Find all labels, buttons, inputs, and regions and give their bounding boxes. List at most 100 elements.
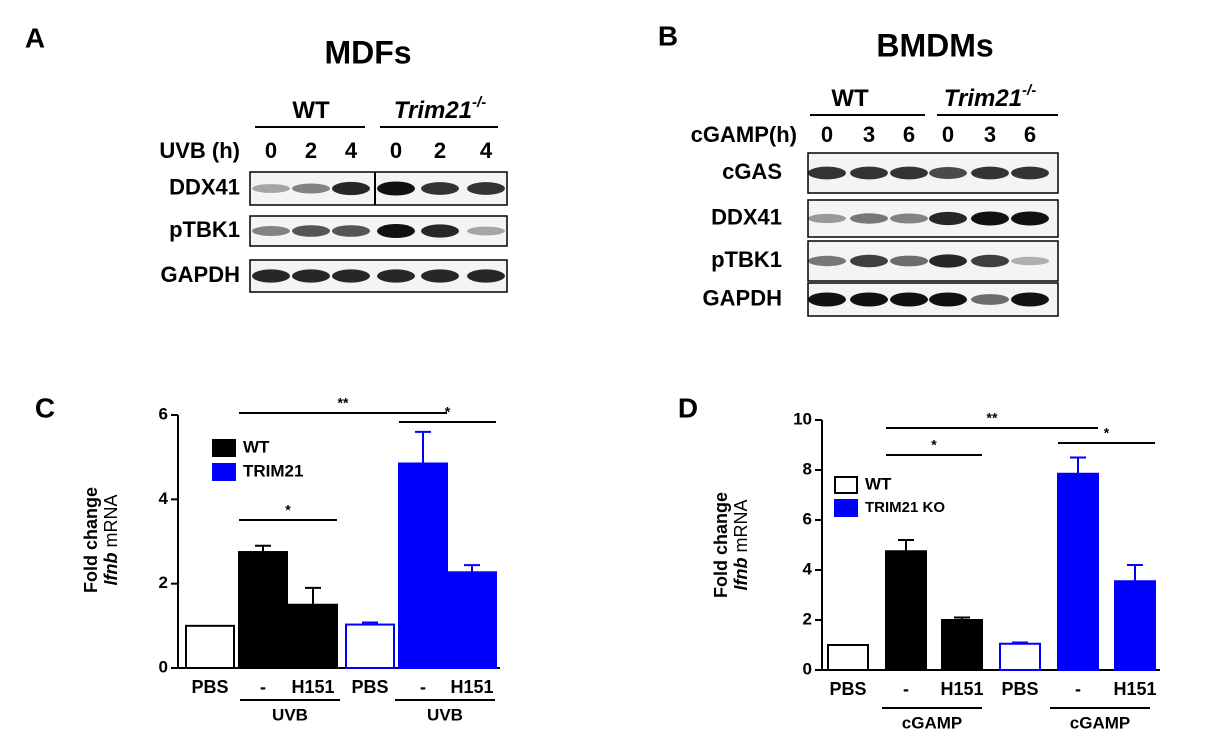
- band: [850, 213, 888, 224]
- band: [890, 213, 928, 224]
- band: [467, 226, 505, 236]
- time-point: 0: [821, 122, 833, 147]
- y-tick-label: 6: [803, 509, 812, 528]
- bar: [288, 603, 338, 669]
- unit: mRNA: [101, 494, 121, 547]
- group-label: cGAMP: [902, 713, 962, 732]
- band: [971, 211, 1009, 226]
- genotype-name: Trim21: [394, 97, 472, 124]
- band: [929, 254, 967, 268]
- time-point: 6: [1024, 122, 1036, 147]
- x-tick-label: H151: [940, 679, 983, 699]
- band: [377, 181, 415, 196]
- error-bar: [1070, 456, 1086, 474]
- time-point: 3: [984, 122, 996, 147]
- band: [332, 269, 370, 283]
- gene-name: Ifnb: [101, 553, 121, 586]
- time-point: 4: [480, 138, 493, 163]
- row-label: GAPDH: [703, 285, 782, 310]
- y-axis-label: Fold change: [711, 492, 731, 598]
- significance-label: *: [445, 404, 451, 420]
- bar: [999, 642, 1041, 671]
- legend-label: WT: [243, 437, 270, 456]
- significance-label: **: [987, 410, 998, 426]
- band: [971, 166, 1009, 180]
- time-point: 4: [345, 138, 358, 163]
- y-tick-label: 6: [159, 404, 168, 423]
- panel-letter: D: [678, 392, 698, 423]
- genotype-label: Trim21-/-: [944, 82, 1036, 112]
- panel-letter: B: [658, 20, 678, 51]
- band: [971, 294, 1009, 305]
- band: [377, 269, 415, 283]
- row-label: pTBK1: [169, 217, 240, 242]
- x-tick-label: -: [1075, 679, 1081, 699]
- bar: [885, 550, 927, 671]
- time-label: cGAMP(h): [691, 122, 797, 147]
- y-tick-label: 2: [803, 609, 812, 628]
- legend-label: WT: [865, 474, 892, 493]
- group-label: cGAMP: [1070, 713, 1130, 732]
- band: [850, 166, 888, 180]
- panel-title: MDFs: [324, 34, 411, 70]
- bar: [827, 644, 869, 671]
- band: [890, 166, 928, 180]
- x-tick-label: H151: [450, 677, 493, 697]
- genotype-name: WT: [831, 85, 869, 112]
- bar: [1057, 472, 1099, 671]
- time-point: 0: [390, 138, 402, 163]
- band: [808, 166, 846, 180]
- band: [421, 269, 459, 283]
- y-tick-label: 10: [793, 409, 812, 428]
- x-tick-label: -: [903, 679, 909, 699]
- band: [292, 269, 330, 283]
- time-point: 2: [305, 138, 317, 163]
- band: [421, 224, 459, 238]
- group-label: UVB: [272, 705, 308, 724]
- bar: [1114, 580, 1156, 671]
- band: [971, 254, 1009, 268]
- time-point: 2: [434, 138, 446, 163]
- error-bar: [464, 564, 480, 573]
- significance-label: *: [285, 502, 291, 518]
- x-tick-label: H151: [291, 677, 334, 697]
- y-tick-label: 0: [159, 657, 168, 676]
- time-point: 6: [903, 122, 915, 147]
- row-label: pTBK1: [711, 247, 782, 272]
- error-bar: [415, 430, 431, 464]
- panel-letter: A: [25, 22, 45, 53]
- time-point: 3: [863, 122, 875, 147]
- y-axis-label: Ifnb mRNA: [731, 499, 751, 590]
- band: [421, 182, 459, 195]
- gene-name: Ifnb: [731, 558, 751, 591]
- bar: [398, 462, 448, 669]
- y-tick-label: 4: [803, 559, 813, 578]
- band: [808, 213, 846, 224]
- group-label: UVB: [427, 705, 463, 724]
- band: [292, 225, 330, 237]
- y-tick-label: 8: [803, 459, 812, 478]
- row-label: DDX41: [711, 204, 782, 229]
- genotype-label: WT: [831, 85, 869, 112]
- y-axis-label: Ifnb mRNA: [101, 494, 121, 585]
- band: [292, 183, 330, 194]
- x-tick-label: PBS: [191, 677, 228, 697]
- panel-title: BMDMs: [876, 27, 993, 63]
- error-bar: [305, 586, 321, 605]
- row-label: DDX41: [169, 174, 240, 199]
- legend-swatch: [212, 439, 236, 457]
- band: [929, 292, 967, 307]
- y-axis-label: Fold change: [81, 487, 101, 593]
- band: [808, 292, 846, 307]
- genotype-name: Trim21: [944, 85, 1022, 112]
- band: [808, 255, 846, 267]
- x-tick-label: H151: [1113, 679, 1156, 699]
- band: [1011, 211, 1049, 226]
- bar: [185, 624, 235, 669]
- y-tick-label: 2: [159, 573, 168, 592]
- x-tick-label: -: [260, 677, 266, 697]
- band: [252, 269, 290, 283]
- genotype-label: WT: [292, 97, 330, 124]
- time-point: 0: [942, 122, 954, 147]
- band: [467, 269, 505, 283]
